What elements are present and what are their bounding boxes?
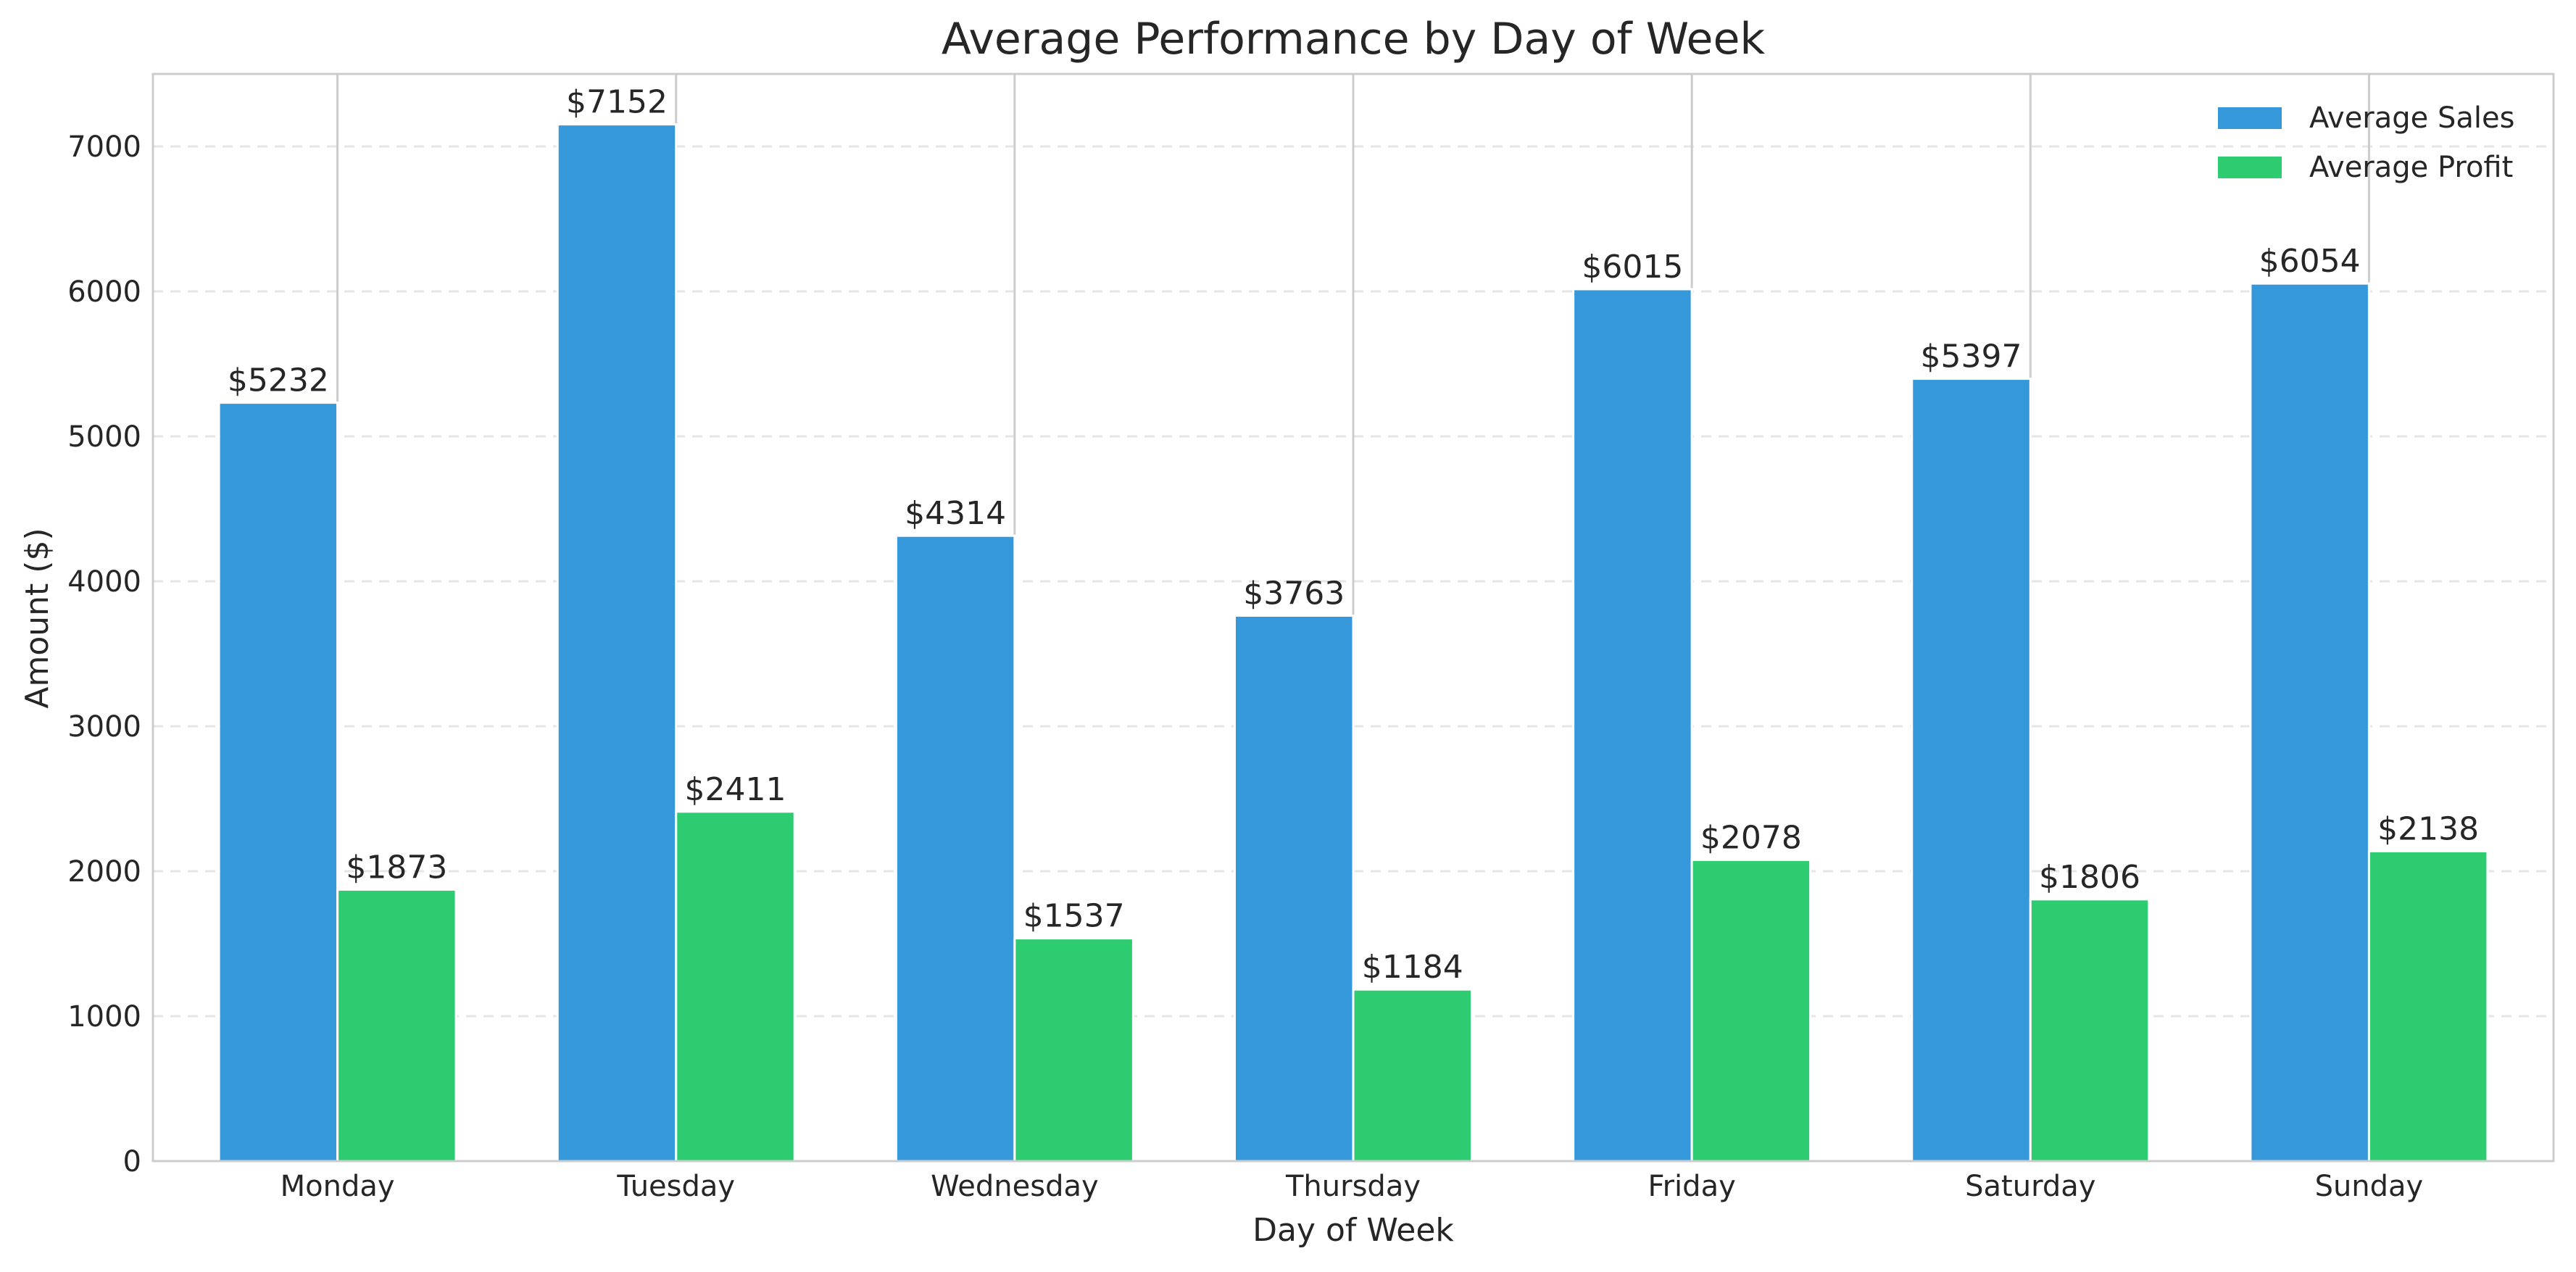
bar-sales	[556, 123, 678, 1163]
data-label: $1873	[346, 849, 447, 886]
data-label: $5232	[228, 362, 329, 399]
bar-sales	[1911, 378, 2032, 1163]
data-label: $2411	[684, 771, 786, 808]
data-label: $6054	[2259, 243, 2361, 280]
y-tick-label: 3000	[67, 710, 141, 744]
bar-sales	[217, 402, 339, 1163]
bar-profit	[1013, 937, 1134, 1163]
axes-frame	[151, 72, 2555, 1163]
chart-title: Average Performance by Day of Week	[942, 14, 1766, 65]
x-tick-label: Sunday	[2315, 1170, 2424, 1203]
y-tick-label: 6000	[67, 275, 141, 309]
data-label: $7152	[566, 84, 668, 121]
legend-swatch	[2218, 157, 2282, 178]
legend-label: Average Profit	[2309, 151, 2513, 184]
bar-sales	[2249, 282, 2370, 1163]
x-tick-label: Monday	[281, 1170, 395, 1203]
bar-sales	[1234, 614, 1355, 1163]
y-tick-label: 1000	[67, 1000, 141, 1034]
y-tick-label: 2000	[67, 855, 141, 889]
bar-profit	[2367, 849, 2489, 1163]
x-tick-label: Tuesday	[616, 1170, 735, 1203]
tick-labels: 0 1000 2000 3000 4000 5000 6000 7000 Monday Tuesd…	[67, 130, 2423, 1203]
bar-profit	[2029, 898, 2151, 1163]
data-label: $1184	[1362, 949, 1463, 986]
bar-profit	[1690, 858, 1812, 1163]
bar-profit	[336, 888, 457, 1163]
data-label: $1537	[1023, 898, 1125, 935]
data-label: $1806	[2039, 859, 2140, 896]
data-label: $3763	[1243, 575, 1345, 612]
y-axis-label: Amount ($)	[19, 528, 56, 708]
y-tick-label: 5000	[67, 420, 141, 454]
x-tick-label: Thursday	[1285, 1170, 1421, 1203]
x-tick-label: Saturday	[1965, 1170, 2095, 1203]
bars	[217, 123, 2489, 1163]
data-labels: $5232 $7152 $4314 $3763 $6015 $5397 $6054 $1873…	[228, 84, 2479, 986]
bar-sales	[1572, 288, 1693, 1163]
y-tick-label: 0	[123, 1145, 141, 1179]
y-tick-label: 7000	[67, 130, 141, 164]
bar-sales	[894, 534, 1016, 1163]
data-label: $6015	[1582, 249, 1683, 286]
legend: Average Sales Average Profit	[2218, 101, 2514, 184]
x-tick-label: Friday	[1648, 1170, 1736, 1203]
data-label: $2078	[1700, 819, 1802, 856]
legend-label: Average Sales	[2309, 101, 2514, 135]
data-label: $4314	[905, 495, 1006, 532]
bar-profit	[675, 810, 796, 1163]
x-axis-label: Day of Week	[1252, 1212, 1454, 1249]
y-tick-label: 4000	[67, 565, 141, 599]
legend-swatch	[2218, 107, 2282, 129]
data-label: $2138	[2377, 810, 2479, 847]
data-label: $5397	[1921, 338, 2022, 375]
x-tick-label: Wednesday	[931, 1170, 1099, 1203]
bar-profit	[1352, 988, 1473, 1163]
